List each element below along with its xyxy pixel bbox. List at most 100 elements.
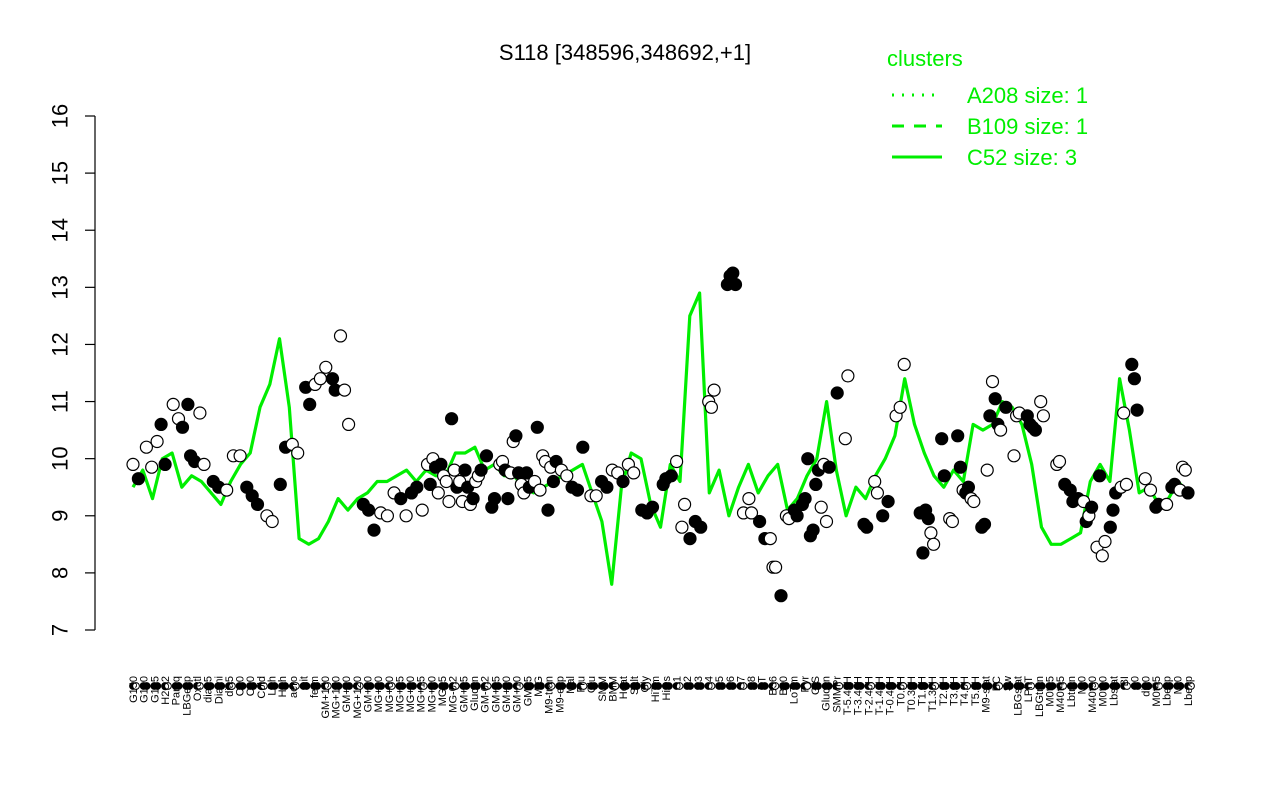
data-point-open: [233, 449, 247, 463]
x-tick-label: MG+10: [426, 676, 438, 712]
x-tick-label: Mt0: [1172, 676, 1184, 694]
x-marker-open: [217, 682, 226, 690]
legend-title: clusters: [887, 46, 963, 71]
x-tick-label: LoTm: [789, 676, 801, 704]
x-tick-label: M9-tran: [544, 676, 556, 714]
x-marker-open: [409, 682, 417, 690]
legend-label-b109: B109 size: 1: [967, 114, 1088, 139]
data-point-filled: [937, 469, 951, 483]
data-point-open: [744, 506, 759, 520]
data-point-filled: [1092, 469, 1107, 483]
data-point-filled: [1084, 500, 1099, 514]
data-point-filled: [921, 511, 935, 526]
data-point-filled: [728, 277, 743, 292]
data-point-open: [1034, 395, 1048, 409]
data-point-filled: [999, 400, 1013, 414]
x-tick-label: MG+5: [437, 676, 449, 706]
data-point-open: [1178, 463, 1192, 477]
x-tick-label: G135: [149, 676, 161, 703]
x-marker-open: [707, 682, 716, 690]
x-tick-label: Paraq: [171, 676, 183, 705]
data-point-filled: [362, 503, 376, 517]
x-tick-label: T-3.40H: [853, 676, 865, 715]
x-marker-open: [792, 682, 801, 690]
x-marker-open: [494, 682, 503, 690]
data-point-filled: [616, 474, 630, 489]
data-point-open: [677, 497, 692, 511]
x-marker-open: [1016, 682, 1025, 690]
x-marker-open: [803, 682, 812, 690]
x-tick-label: GM+60: [362, 676, 374, 712]
y-tick-label: 8: [48, 567, 73, 579]
x-marker-open: [153, 682, 162, 690]
x-marker-open: [430, 682, 439, 690]
data-point-filled: [806, 523, 820, 537]
x-marker-open: [771, 682, 780, 690]
data-point-filled: [1127, 372, 1142, 386]
data-point-open: [841, 369, 855, 383]
x-tick-label: dia0: [1140, 676, 1152, 697]
x-tick-label: M0t90: [1098, 676, 1110, 707]
x-tick-label: Gly: [640, 676, 652, 693]
x-tick-label: MG+120: [352, 676, 364, 719]
data-point-open: [897, 357, 911, 371]
x-tick-label: Lbstat: [1108, 676, 1120, 706]
x-marker-open: [782, 682, 790, 690]
y-tick-label: 12: [48, 332, 73, 356]
data-point-open: [993, 423, 1008, 437]
x-tick-label: Fru: [576, 676, 588, 693]
x-tick-label: SMMPr: [831, 676, 843, 713]
x-tick-label: Sw: [1002, 676, 1014, 691]
data-point-filled: [367, 523, 381, 537]
x-tick-label: T3.0H: [949, 676, 961, 706]
data-point-open: [313, 372, 327, 386]
x-tick-label: MG-0.2: [448, 676, 460, 713]
x-tick-label: M40t45: [1055, 676, 1067, 713]
x-tick-label: HPh: [277, 676, 289, 697]
x-marker-open: [1144, 682, 1153, 690]
data-point-open: [768, 560, 783, 574]
x-marker-open: [185, 682, 194, 690]
x-marker-open: [547, 682, 556, 690]
data-point-filled: [474, 463, 488, 477]
x-tick-label: Glucon: [821, 676, 833, 711]
x-marker-open: [206, 682, 215, 690]
x-marker-open: [1112, 682, 1121, 690]
data-point-filled: [916, 546, 930, 560]
data-point-open: [967, 494, 981, 509]
x-tick-label: LBGstat: [1012, 676, 1024, 716]
x-tick-label: Diami: [213, 676, 225, 704]
x-marker-open: [1027, 682, 1036, 690]
x-tick-label: MG+30: [405, 676, 417, 712]
data-point-filled: [154, 417, 168, 431]
x-tick-label: Cold: [256, 676, 268, 699]
x-tick-label: GM-0.2: [480, 676, 492, 713]
x-tick-label: T-0.40H: [885, 676, 897, 715]
x-marker-open: [664, 682, 673, 690]
data-point-filled: [977, 517, 992, 531]
x-marker-open: [174, 682, 183, 690]
x-tick-label: T-1.40H: [874, 676, 886, 715]
data-point-filled: [158, 457, 172, 471]
data-point-filled: [509, 429, 523, 443]
x-tick-label: M40t90: [1087, 676, 1099, 713]
x-tick-label: Pyr: [799, 676, 811, 693]
x-tick-label: S7: [735, 676, 747, 689]
data-point-filled: [600, 480, 614, 494]
x-tick-label: C30: [245, 676, 257, 696]
x-marker-open: [355, 682, 364, 690]
x-marker-open: [419, 682, 428, 690]
data-point-filled: [988, 392, 1002, 406]
data-point-open: [145, 460, 159, 474]
data-point-open: [431, 486, 445, 500]
data-point-filled: [961, 480, 976, 494]
x-marker-open: [1080, 682, 1089, 690]
x-marker-open: [1101, 682, 1110, 690]
x-tick-label: H2O2: [160, 676, 172, 705]
data-points: [126, 266, 1195, 603]
data-point-open: [707, 383, 721, 397]
x-marker-open: [611, 682, 620, 690]
data-point-filled: [664, 469, 678, 483]
x-tick-label: LPh: [267, 676, 279, 696]
x-tick-label: S6: [725, 676, 737, 689]
